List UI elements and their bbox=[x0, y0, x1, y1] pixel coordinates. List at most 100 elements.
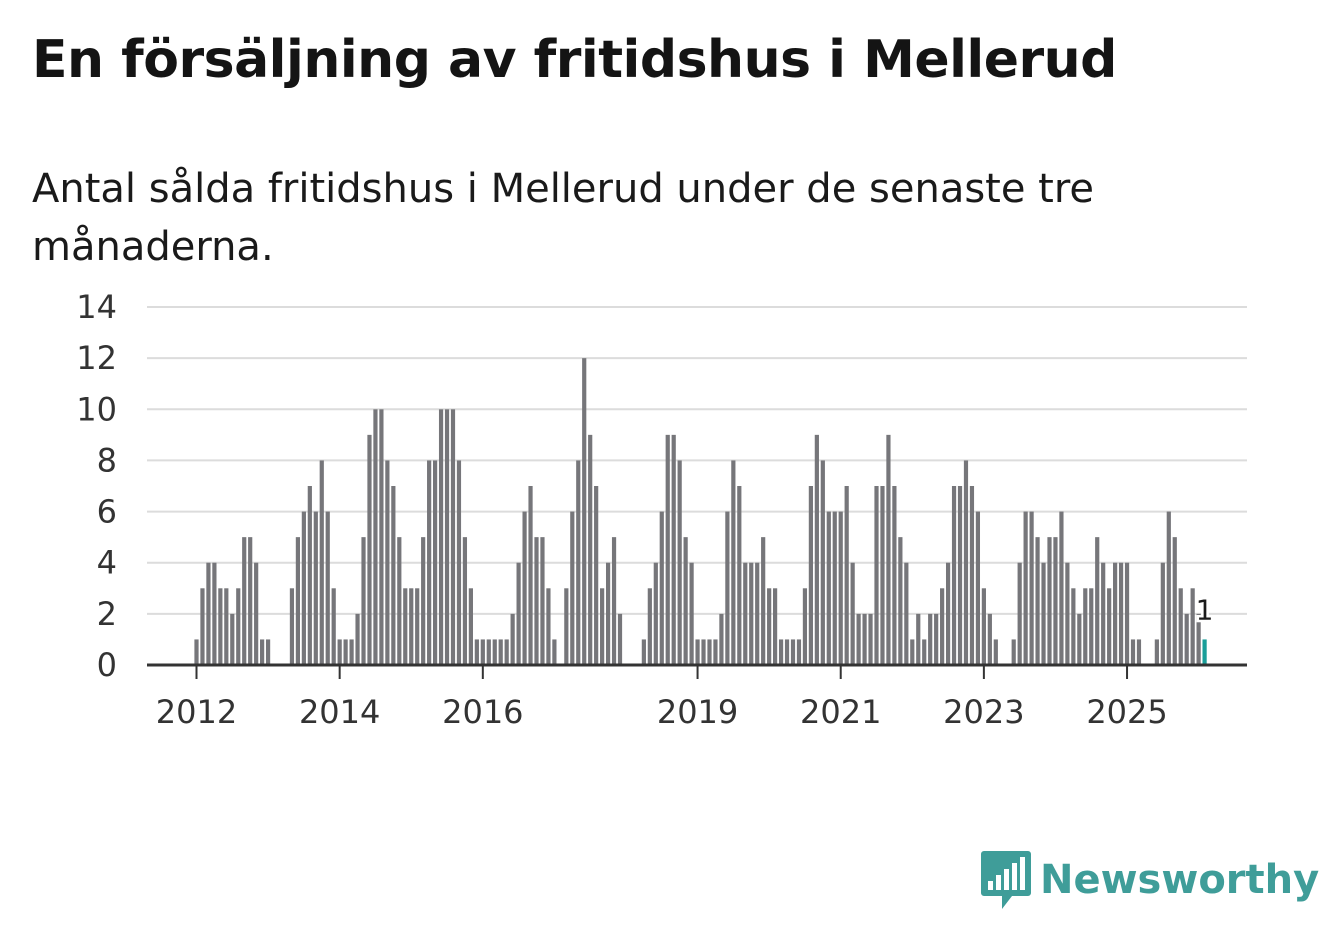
newsworthy-logo-text: Newsworthy bbox=[1040, 857, 1320, 903]
bar bbox=[1160, 562, 1165, 665]
bar bbox=[1113, 562, 1118, 665]
bar bbox=[617, 613, 623, 665]
bar bbox=[331, 588, 336, 665]
bar bbox=[731, 460, 736, 665]
bar bbox=[313, 511, 318, 665]
y-tick-label: 6 bbox=[97, 493, 117, 531]
bar bbox=[1184, 613, 1189, 665]
bar bbox=[212, 562, 217, 665]
bar bbox=[462, 537, 468, 665]
bar bbox=[498, 639, 503, 665]
bar bbox=[224, 588, 229, 665]
bar bbox=[421, 537, 426, 665]
bar bbox=[820, 460, 825, 665]
bar bbox=[749, 562, 754, 665]
bar bbox=[582, 358, 587, 665]
bar bbox=[230, 613, 235, 665]
bar bbox=[486, 639, 491, 665]
bar bbox=[1071, 588, 1076, 665]
bar bbox=[480, 639, 485, 665]
bar bbox=[295, 537, 300, 665]
bar bbox=[206, 562, 211, 665]
bar bbox=[564, 588, 569, 665]
bar bbox=[838, 511, 843, 665]
bar bbox=[987, 613, 992, 665]
bar bbox=[922, 639, 927, 665]
bar bbox=[892, 486, 897, 665]
bar bbox=[611, 537, 617, 665]
bar bbox=[260, 639, 265, 665]
bar bbox=[367, 434, 372, 665]
bar-highlight bbox=[1202, 639, 1207, 665]
bar bbox=[200, 588, 205, 665]
bar bbox=[832, 511, 837, 665]
bar bbox=[659, 511, 664, 665]
bar bbox=[403, 588, 408, 665]
bar bbox=[438, 409, 444, 665]
bar bbox=[576, 460, 581, 665]
bar bbox=[1077, 613, 1082, 665]
newsworthy-logo-icon bbox=[981, 851, 1031, 909]
x-tick-label: 2012 bbox=[156, 693, 237, 731]
bar bbox=[1053, 537, 1058, 665]
bar bbox=[886, 434, 891, 665]
bar bbox=[1017, 562, 1022, 665]
bar bbox=[600, 588, 605, 665]
bar bbox=[1190, 588, 1195, 665]
bar bbox=[433, 460, 438, 665]
bar bbox=[916, 613, 921, 665]
bar bbox=[778, 639, 784, 665]
bar bbox=[904, 562, 909, 665]
bar bbox=[534, 537, 539, 665]
chart-title: En försäljning av fritidshus i Mellerud bbox=[32, 30, 1117, 90]
bar bbox=[1124, 562, 1130, 665]
bar bbox=[665, 434, 670, 665]
bar bbox=[415, 588, 420, 665]
x-tick-label: 2023 bbox=[943, 693, 1024, 731]
y-tick-label: 2 bbox=[97, 595, 117, 633]
chart-subtitle: Antal sålda fritidshus i Mellerud under … bbox=[32, 166, 1095, 270]
bar bbox=[957, 486, 963, 665]
y-tick-label: 12 bbox=[76, 339, 117, 377]
bar bbox=[725, 511, 730, 665]
bar bbox=[910, 639, 915, 665]
bar bbox=[850, 562, 855, 665]
bar bbox=[1083, 588, 1088, 665]
bar bbox=[1095, 537, 1100, 665]
bar bbox=[653, 562, 658, 665]
bar bbox=[969, 486, 975, 665]
bar bbox=[677, 460, 682, 665]
y-tick-label: 14 bbox=[76, 288, 117, 326]
bar bbox=[647, 588, 652, 665]
bar bbox=[552, 639, 557, 665]
bar bbox=[373, 409, 378, 665]
bar bbox=[474, 639, 479, 665]
y-tick-label: 0 bbox=[97, 646, 117, 684]
bar bbox=[755, 562, 760, 665]
bar bbox=[945, 562, 951, 665]
bar bbox=[761, 537, 766, 665]
bar bbox=[307, 486, 312, 665]
bar bbox=[450, 409, 456, 665]
y-tick-label: 8 bbox=[97, 441, 117, 479]
bar bbox=[343, 639, 348, 665]
bar bbox=[975, 511, 981, 665]
bar bbox=[862, 613, 867, 665]
bar bbox=[808, 486, 813, 665]
bar bbox=[790, 639, 796, 665]
bar bbox=[236, 588, 241, 665]
bar bbox=[522, 511, 527, 665]
bar bbox=[409, 588, 414, 665]
bar bbox=[737, 486, 742, 665]
bar bbox=[504, 639, 509, 665]
bar bbox=[1029, 511, 1034, 665]
bar bbox=[1023, 511, 1028, 665]
bar bbox=[934, 613, 939, 665]
bar bbox=[1196, 613, 1201, 665]
bar bbox=[993, 639, 998, 665]
bar bbox=[319, 460, 324, 665]
bar bbox=[349, 639, 354, 665]
bar bbox=[397, 537, 402, 665]
bar bbox=[248, 537, 253, 665]
bar bbox=[880, 486, 885, 665]
